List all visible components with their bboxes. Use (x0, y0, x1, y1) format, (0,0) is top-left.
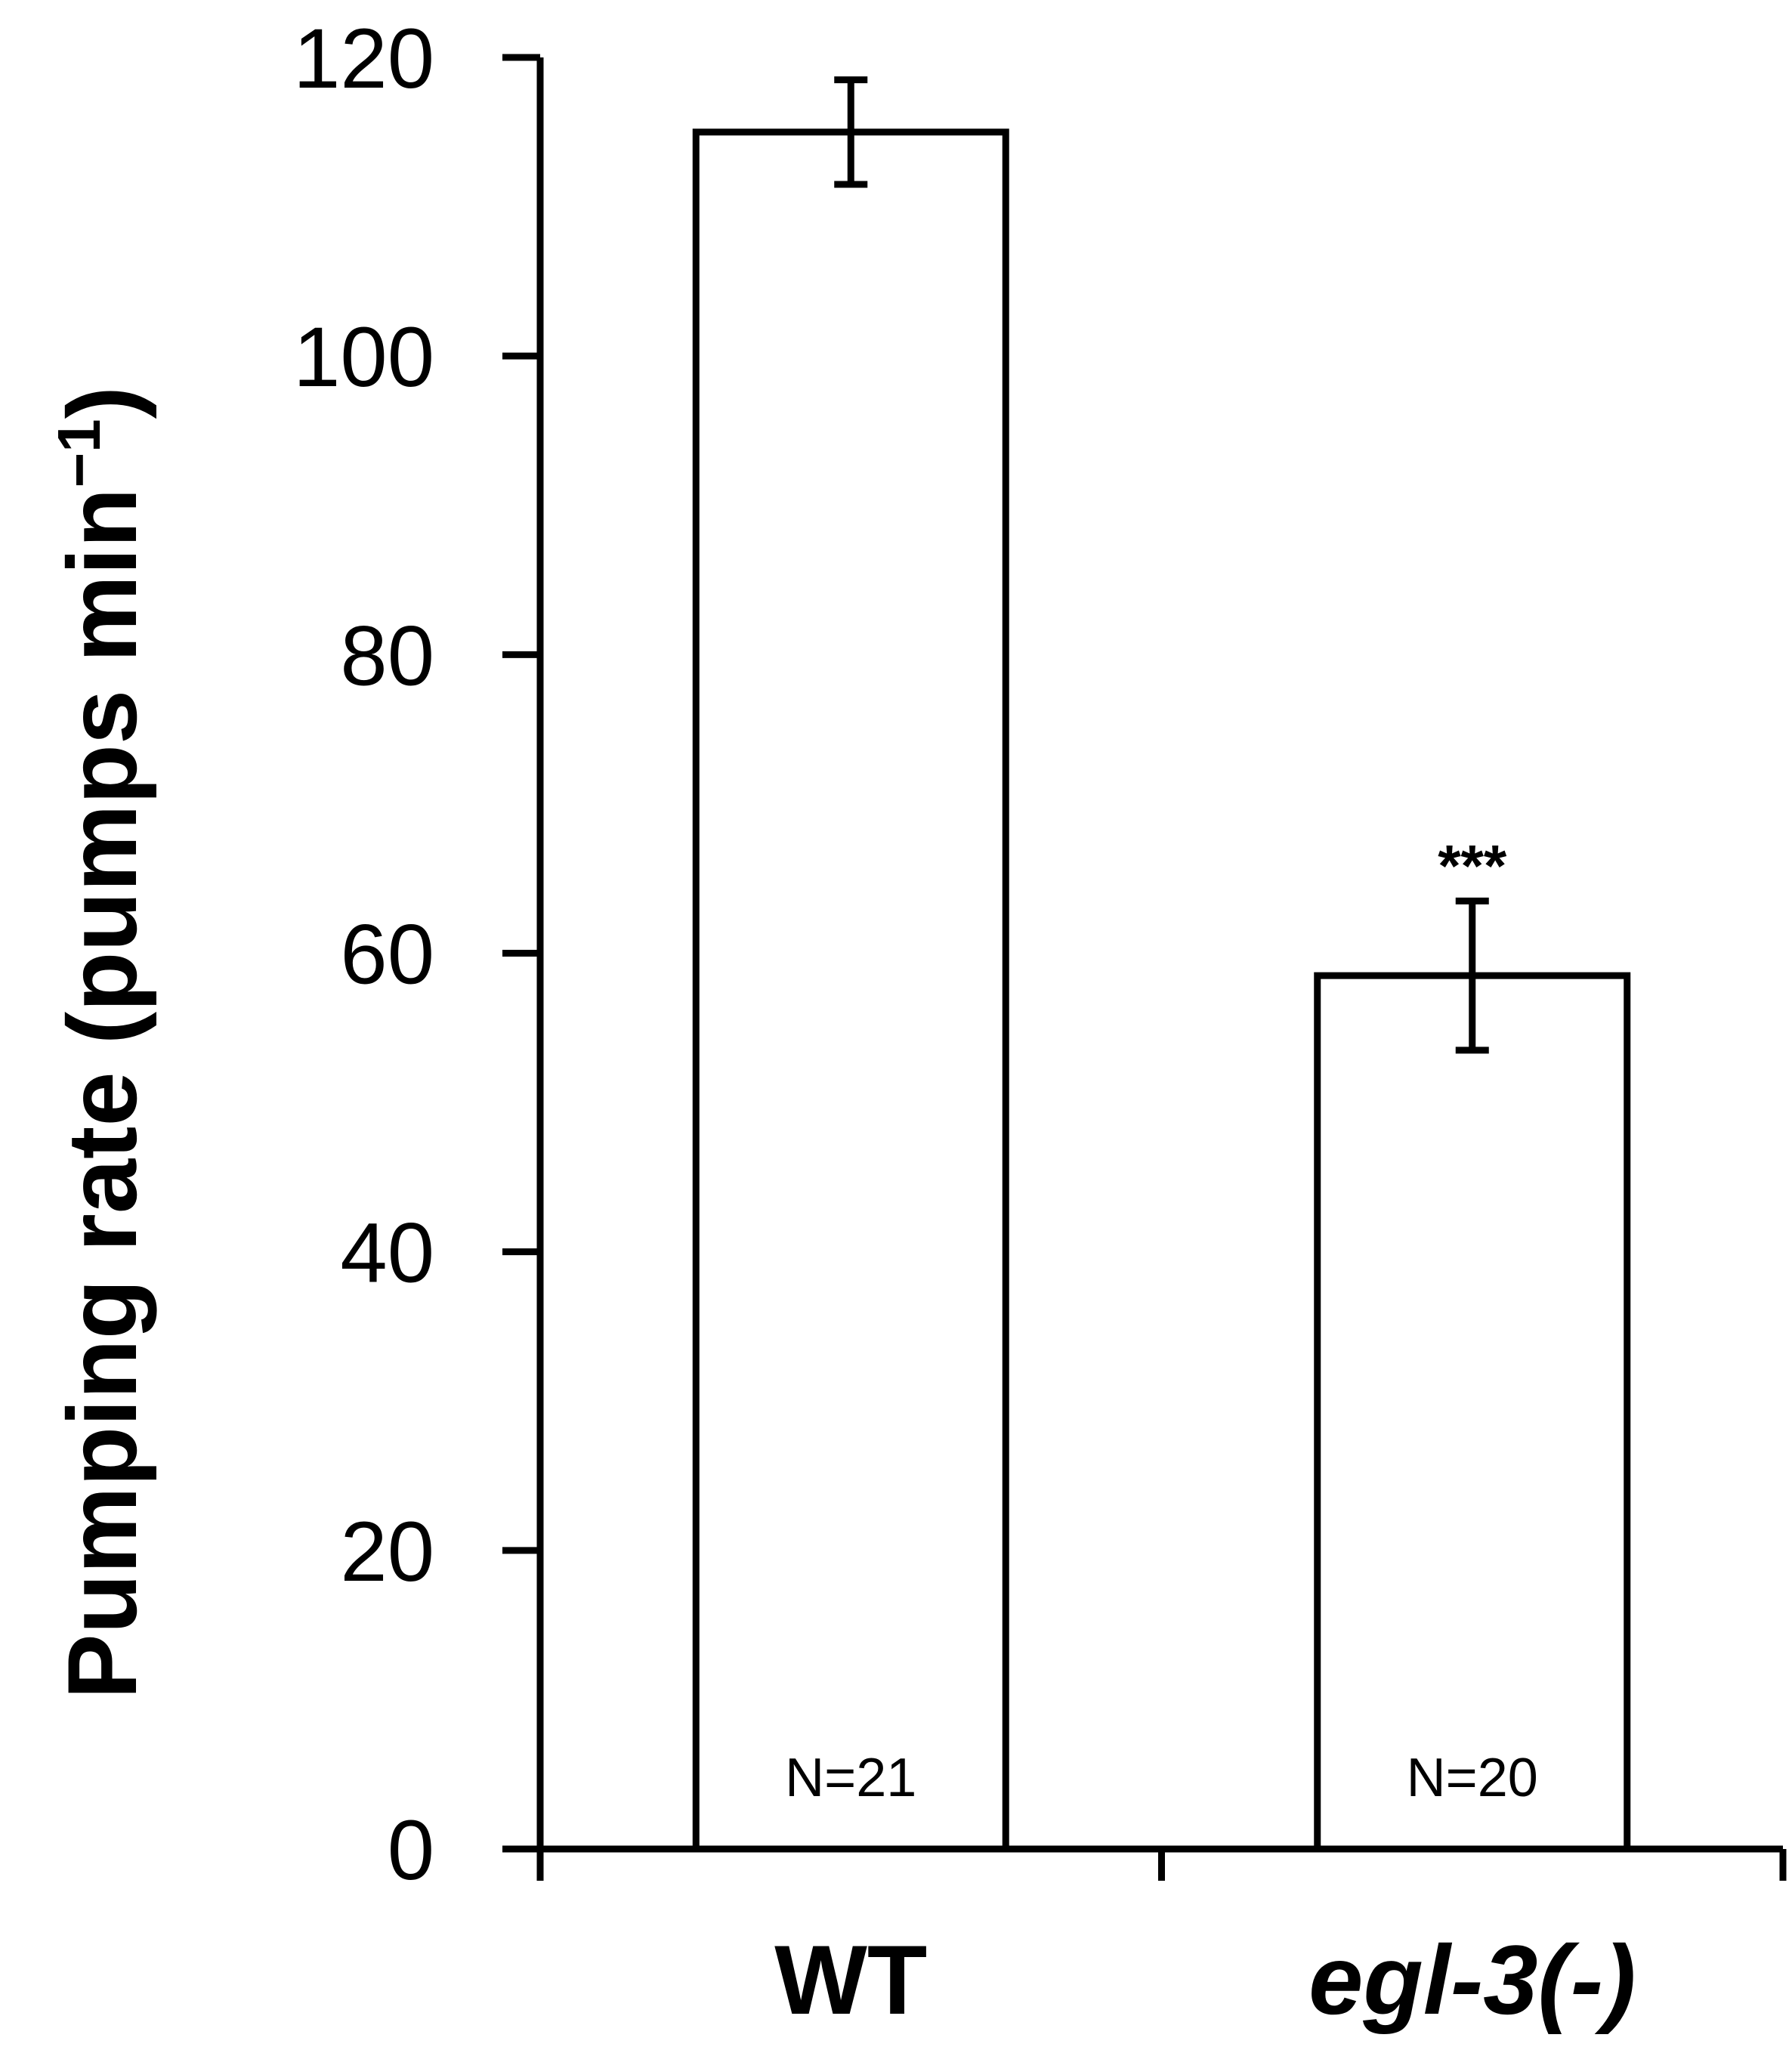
y-tick-label: 80 (340, 608, 434, 703)
y-tick-label: 20 (340, 1504, 434, 1599)
y-tick-label: 0 (388, 1803, 434, 1897)
sample-size-label: N=20 (1407, 1748, 1538, 1808)
bar (1314, 972, 1631, 1853)
category-label: egl-3(-) (1308, 1925, 1636, 2035)
bar (692, 128, 1009, 1853)
significance-label: *** (1438, 832, 1507, 898)
y-tick-label: 100 (293, 310, 434, 404)
y-axis-title: Pumping rate (pumps min−1) (45, 386, 157, 1699)
sample-size-label: N=21 (785, 1748, 916, 1808)
category-label: WT (774, 1925, 927, 2035)
y-tick-label: 120 (293, 11, 434, 106)
y-tick-label: 60 (340, 908, 434, 1002)
y-tick-label: 40 (340, 1206, 434, 1300)
